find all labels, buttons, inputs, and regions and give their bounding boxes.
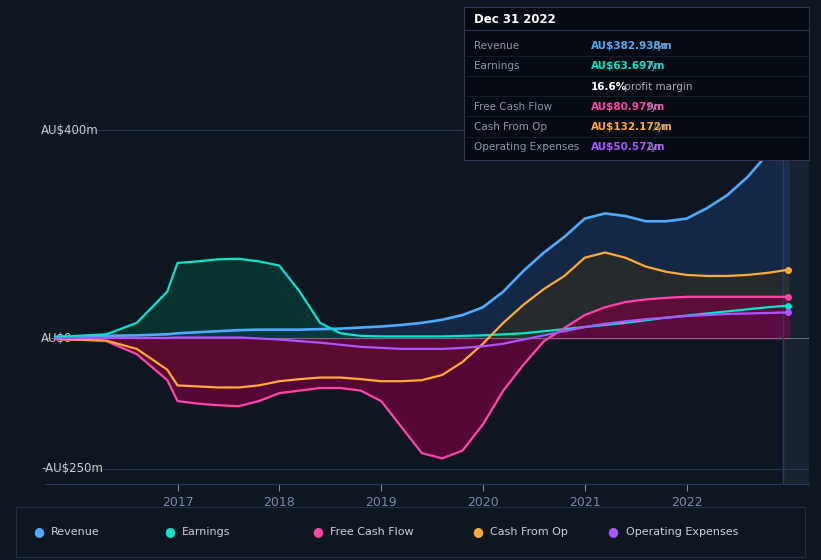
Text: /yr: /yr bbox=[644, 142, 662, 152]
Text: AU$400m: AU$400m bbox=[41, 124, 99, 137]
Text: ●: ● bbox=[164, 525, 175, 539]
Text: ●: ● bbox=[472, 525, 483, 539]
Text: ●: ● bbox=[312, 525, 323, 539]
Text: Cash From Op: Cash From Op bbox=[490, 527, 568, 537]
Text: ●: ● bbox=[33, 525, 44, 539]
Text: AU$0: AU$0 bbox=[41, 332, 73, 345]
Text: AU$382.938m: AU$382.938m bbox=[591, 41, 672, 52]
Text: 16.6%: 16.6% bbox=[591, 82, 627, 92]
Text: /yr: /yr bbox=[650, 122, 667, 132]
Text: AU$50.572m: AU$50.572m bbox=[591, 142, 666, 152]
Text: Revenue: Revenue bbox=[474, 41, 519, 52]
Text: Operating Expenses: Operating Expenses bbox=[626, 527, 738, 537]
Text: Cash From Op: Cash From Op bbox=[474, 122, 547, 132]
Text: ●: ● bbox=[608, 525, 618, 539]
Text: Operating Expenses: Operating Expenses bbox=[474, 142, 579, 152]
Text: Free Cash Flow: Free Cash Flow bbox=[474, 102, 552, 112]
Text: Dec 31 2022: Dec 31 2022 bbox=[474, 13, 556, 26]
Text: profit margin: profit margin bbox=[621, 82, 692, 92]
Text: /yr: /yr bbox=[650, 41, 667, 52]
Text: -AU$250m: -AU$250m bbox=[41, 462, 103, 475]
Text: Earnings: Earnings bbox=[474, 62, 519, 72]
Text: AU$63.697m: AU$63.697m bbox=[591, 62, 666, 72]
Text: AU$132.172m: AU$132.172m bbox=[591, 122, 673, 132]
Bar bbox=[783, 109, 809, 484]
Text: Revenue: Revenue bbox=[51, 527, 99, 537]
Text: /yr: /yr bbox=[644, 62, 662, 72]
Text: Earnings: Earnings bbox=[182, 527, 231, 537]
Text: AU$80.979m: AU$80.979m bbox=[591, 102, 666, 112]
Text: /yr: /yr bbox=[644, 102, 662, 112]
Text: Free Cash Flow: Free Cash Flow bbox=[330, 527, 414, 537]
